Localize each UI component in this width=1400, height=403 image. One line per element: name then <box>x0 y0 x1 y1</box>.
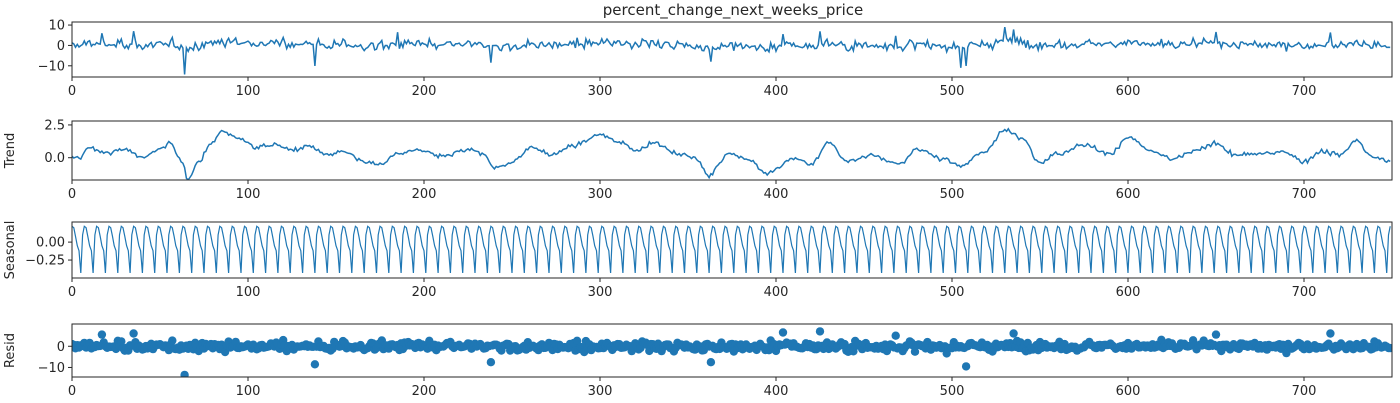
x-tick-label: 200 <box>412 285 437 300</box>
y-tick-label: 0.00 <box>36 236 65 251</box>
resid-point <box>168 336 177 345</box>
x-tick-label: 200 <box>412 84 437 99</box>
x-tick-label: 500 <box>940 187 965 202</box>
x-tick-label: 600 <box>1116 187 1141 202</box>
panel-1: 0 100 200 300 400 500 600 700 2.5 0.0 Trend <box>3 118 1393 202</box>
resid-point <box>486 358 496 367</box>
resid-point <box>572 336 582 345</box>
y-tick-label: −10 <box>38 361 65 376</box>
y-tick-label: 0.0 <box>44 151 65 166</box>
x-tick-label: 100 <box>236 187 261 202</box>
resid-point <box>180 370 189 377</box>
y-tick-label: 0 <box>57 340 65 355</box>
x-tick-label: 600 <box>1116 84 1141 99</box>
plot-area <box>72 327 1392 377</box>
x-tick-label: 400 <box>764 285 789 300</box>
resid-point <box>117 337 126 346</box>
y-tick-label: 10 <box>48 19 65 34</box>
x-tick-label: 100 <box>236 84 261 99</box>
plot-area <box>72 225 1391 274</box>
axes-frame <box>71 21 1393 78</box>
resid-point <box>815 327 825 336</box>
x-tick-label: 100 <box>236 285 261 300</box>
y-tick-label: −0.25 <box>25 254 65 269</box>
axes-frame <box>71 323 1393 378</box>
axes-frame <box>71 221 1393 279</box>
y-axis-label: Trend <box>3 133 18 170</box>
resid-point <box>97 330 107 339</box>
x-tick-label: 400 <box>764 384 789 399</box>
resid-point <box>1009 329 1018 338</box>
plot-area <box>72 127 1391 180</box>
x-tick-label: 0 <box>68 384 76 399</box>
y-tick-label: −10 <box>38 59 65 74</box>
x-tick-label: 500 <box>940 285 965 300</box>
x-tick-label: 300 <box>588 187 613 202</box>
x-tick-label: 400 <box>764 187 789 202</box>
x-tick-label: 700 <box>1292 84 1317 99</box>
x-tick-label: 0 <box>68 84 76 99</box>
x-tick-label: 300 <box>588 285 613 300</box>
x-tick-label: 300 <box>588 84 613 99</box>
resid-point <box>129 329 138 338</box>
panel-2: 0 100 200 300 400 500 600 700 0.00 −0.25 Seasonal <box>3 221 1393 300</box>
resid-point <box>910 347 920 356</box>
resid-point <box>1326 329 1335 338</box>
resid-point <box>891 331 900 340</box>
y-tick-label: 0 <box>57 39 65 54</box>
x-tick-label: 400 <box>764 84 789 99</box>
resid-point <box>1211 330 1221 339</box>
x-tick-label: 0 <box>68 285 76 300</box>
resid-point <box>778 328 788 337</box>
x-tick-label: 300 <box>588 384 613 399</box>
resid-point <box>1386 343 1392 353</box>
x-tick-label: 600 <box>1116 285 1141 300</box>
axes-frame <box>71 120 1393 181</box>
resid-point <box>961 362 971 371</box>
resid-point <box>310 360 320 369</box>
plot-area <box>72 26 1391 75</box>
x-tick-label: 200 <box>412 384 437 399</box>
x-tick-label: 200 <box>412 187 437 202</box>
x-tick-label: 500 <box>940 84 965 99</box>
x-tick-label: 100 <box>236 384 261 399</box>
x-tick-label: 0 <box>68 187 76 202</box>
resid-point <box>840 339 849 349</box>
x-tick-label: 700 <box>1292 384 1317 399</box>
x-tick-label: 700 <box>1292 285 1317 300</box>
y-tick-label: 2.5 <box>44 118 65 133</box>
x-tick-label: 700 <box>1292 187 1317 202</box>
x-tick-label: 500 <box>940 384 965 399</box>
chart-title: percent_change_next_weeks_price <box>603 1 863 20</box>
x-tick-label: 600 <box>1116 384 1141 399</box>
resid-point <box>706 358 716 367</box>
y-axis-label: Seasonal <box>3 221 18 280</box>
y-axis-label: Resid <box>3 333 18 368</box>
series-line <box>72 26 1391 75</box>
series-line <box>72 127 1391 180</box>
series-line <box>72 225 1391 274</box>
